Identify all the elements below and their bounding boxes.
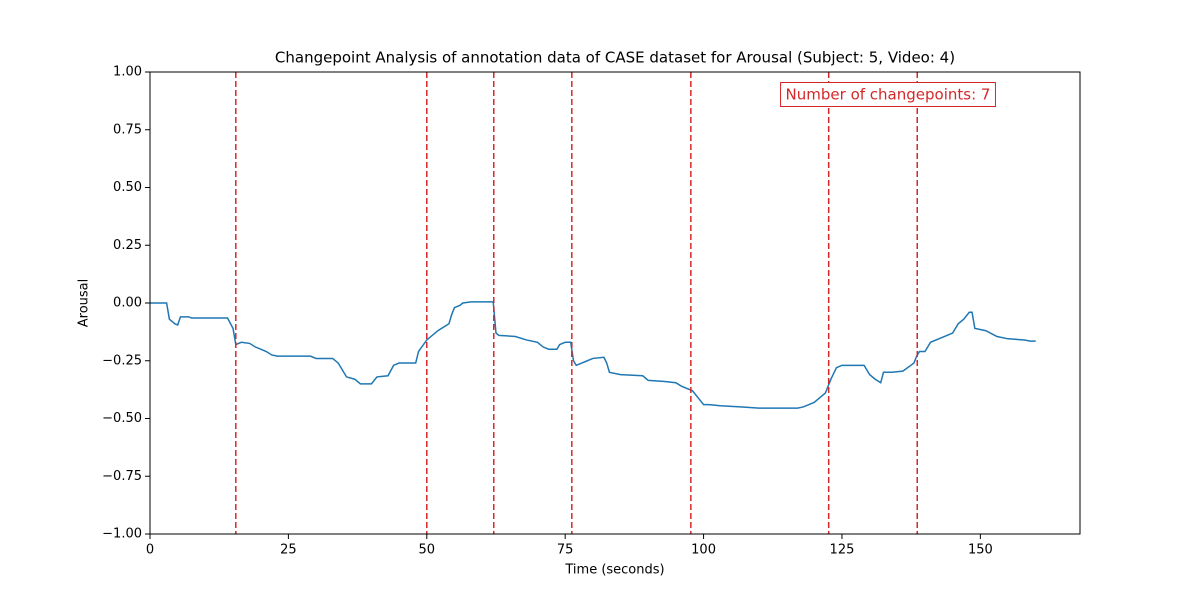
x-tick-label: 125 [830,543,855,558]
x-tick-label: 50 [419,543,436,558]
y-tick-label: 1.00 [113,65,142,80]
annotation: Number of changepoints: 7 [786,86,991,104]
x-tick-label: 150 [968,543,993,558]
data-line [150,301,1036,409]
y-tick-label: 0.00 [113,296,142,311]
y-tick-label: 0.75 [113,122,142,137]
chart-title: Changepoint Analysis of annotation data … [275,49,955,67]
y-tick-label: −1.00 [102,527,142,542]
y-tick-label: −0.50 [102,411,142,426]
y-tick-label: 0.25 [113,238,142,253]
y-tick-label: −0.25 [102,353,142,368]
y-tick-label: 0.50 [113,180,142,195]
x-tick-label: 75 [557,543,574,558]
axes-frame [149,71,1081,535]
x-tick-label: 100 [691,543,716,558]
y-axis-label: Arousal [77,279,92,328]
y-tick-label: −0.75 [102,469,142,484]
annotation-box [780,82,996,107]
x-tick-label: 0 [146,543,154,558]
x-axis-label: Time (seconds) [564,563,664,578]
x-tick-label: 25 [280,543,297,558]
